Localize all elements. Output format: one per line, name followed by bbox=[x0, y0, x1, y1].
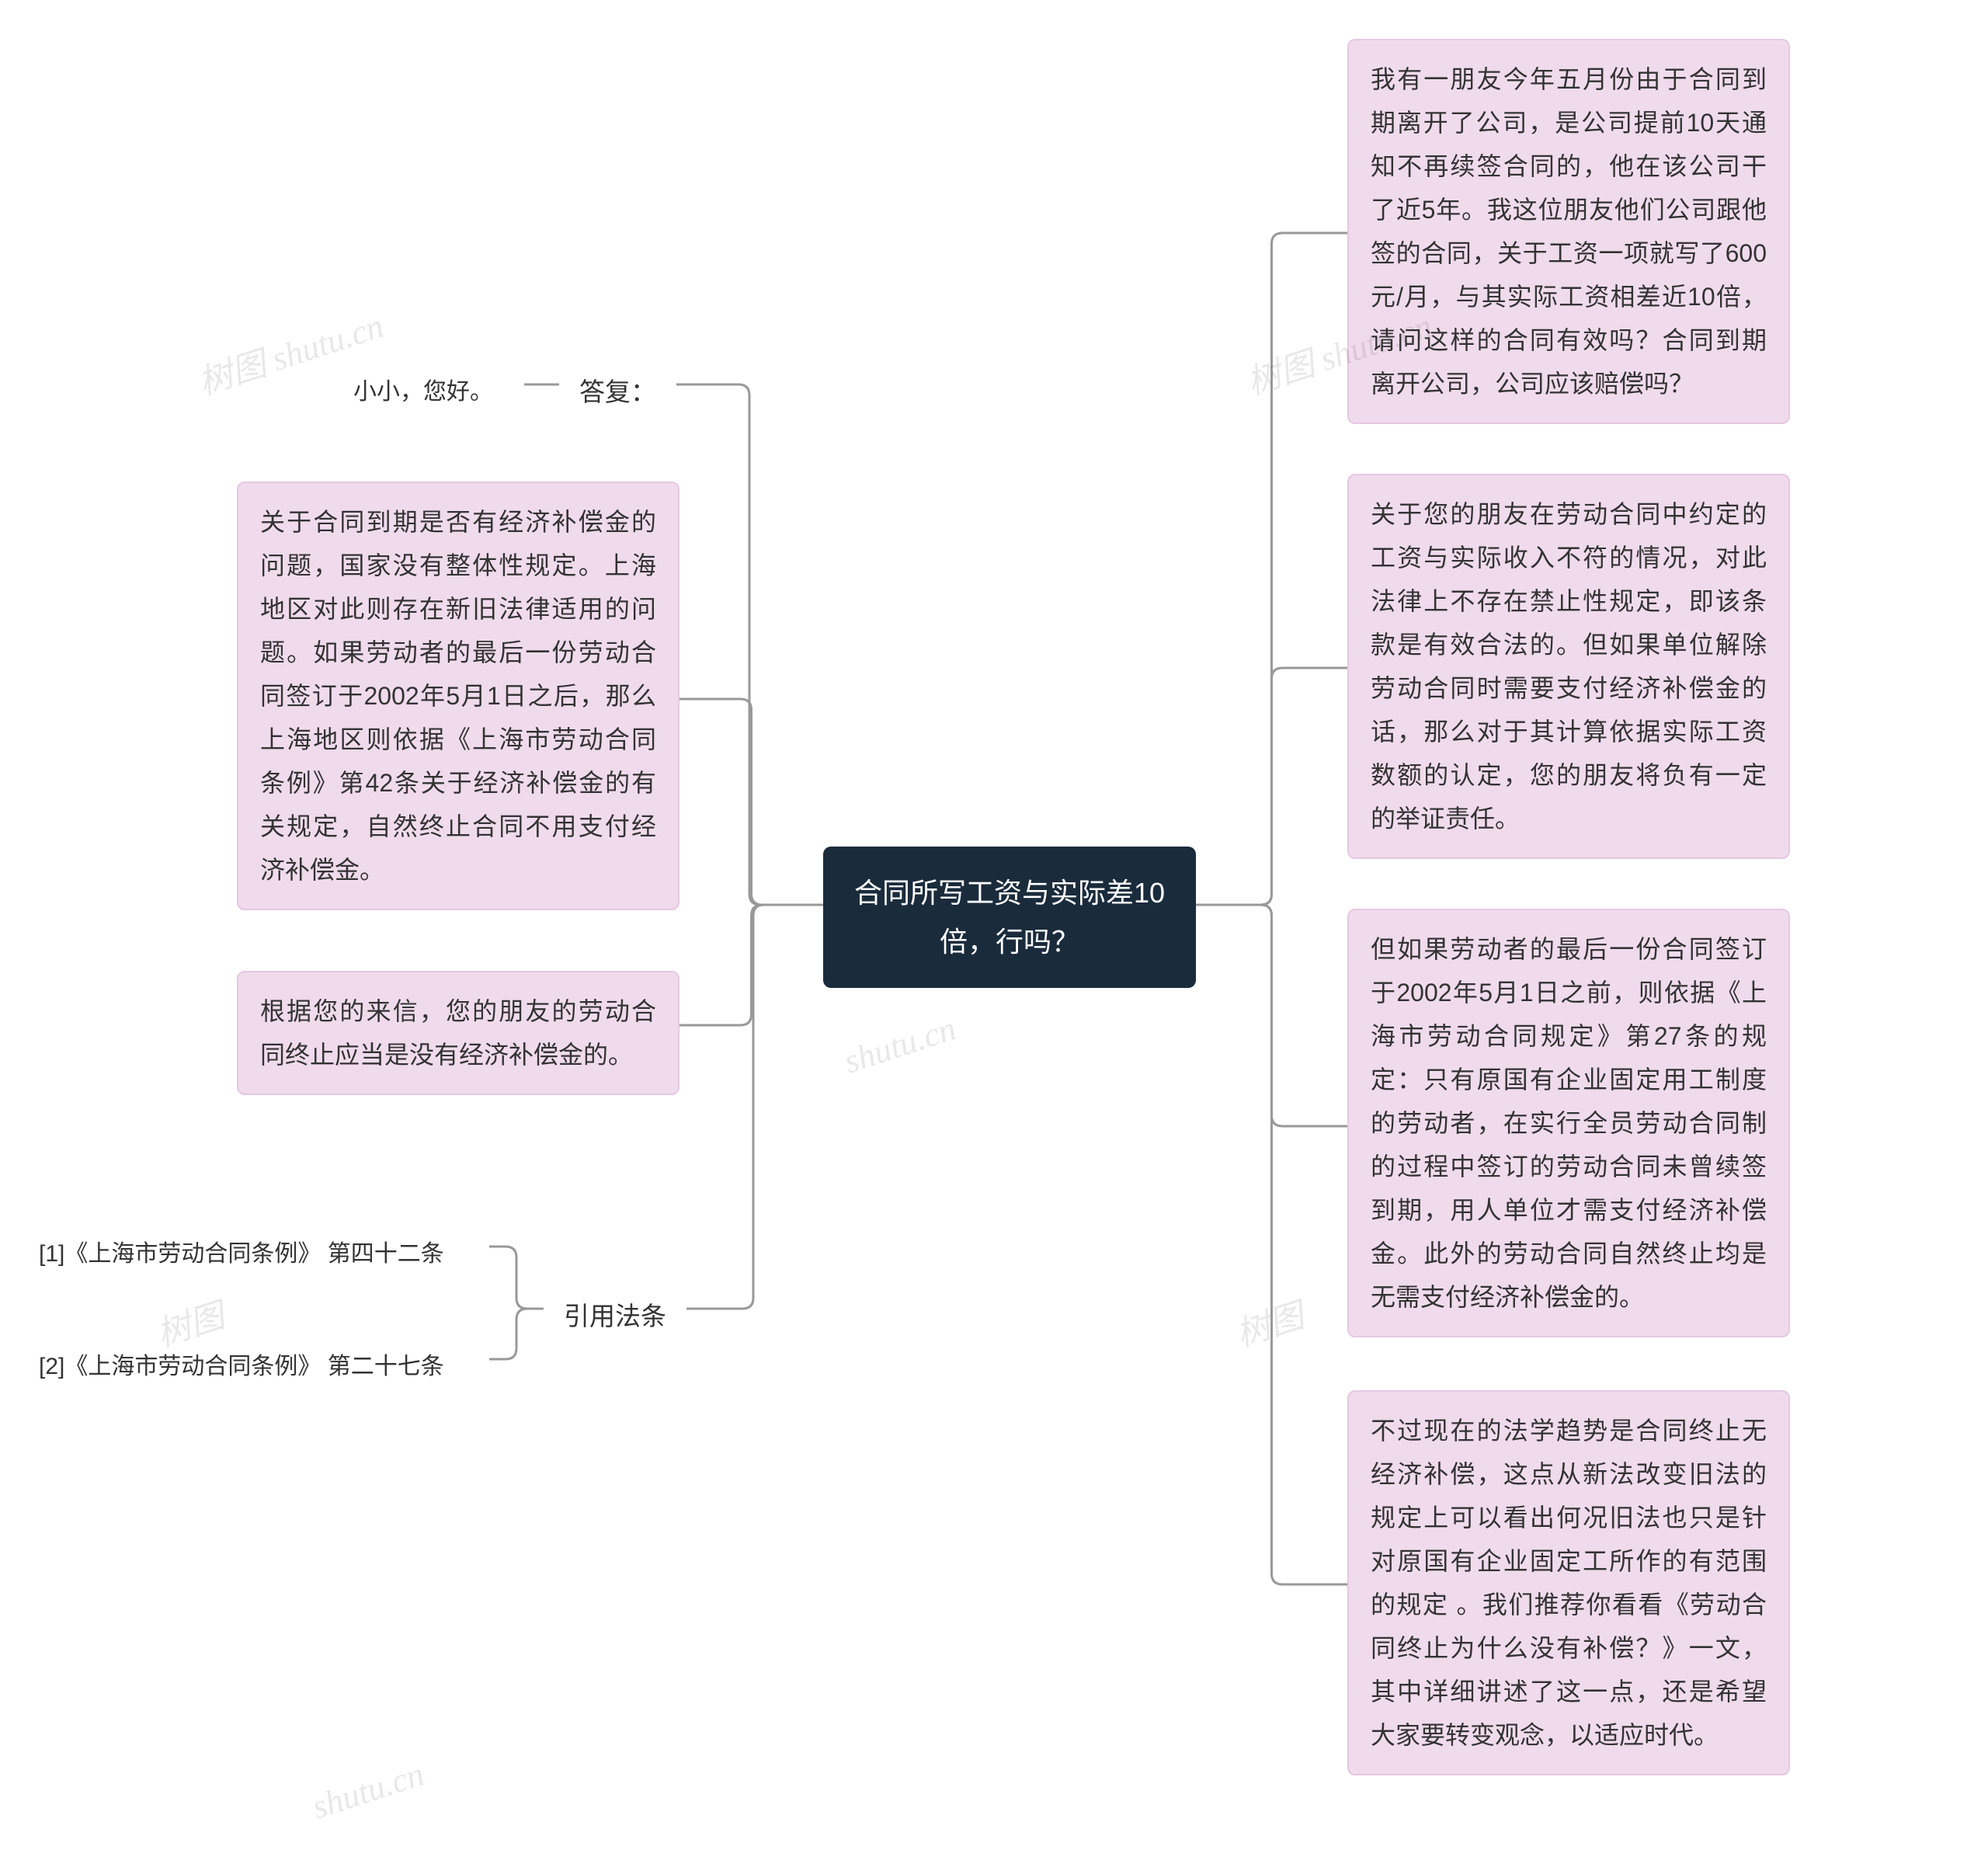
right-node-3[interactable]: 但如果劳动者的最后一份合同签订于2002年5月1日之前，则依据《上海市劳动合同规… bbox=[1347, 909, 1790, 1337]
left-reply-child[interactable]: 小小，您好。 bbox=[346, 361, 501, 424]
right-node-4[interactable]: 不过现在的法学趋势是合同终止无经济补偿，这点从新法改变旧法的规定上可以看出何况旧… bbox=[1347, 1390, 1790, 1775]
left-node-2[interactable]: 关于合同到期是否有经济补偿金的问题，国家没有整体性规定。上海地区对此则存在新旧法… bbox=[237, 482, 679, 910]
left-node-3[interactable]: 根据您的来信，您的朋友的劳动合同终止应当是没有经济补偿金的。 bbox=[237, 971, 679, 1095]
watermark: 树图 bbox=[1229, 1288, 1309, 1356]
left-law-child-2[interactable]: [2]《上海市劳动合同条例》 第二十七条 bbox=[31, 1336, 452, 1399]
watermark: shutu.cn bbox=[308, 1754, 429, 1827]
label-text: 引用法条 bbox=[564, 1302, 666, 1330]
root-text: 合同所写工资与实际差10倍，行吗？ bbox=[854, 877, 1165, 958]
watermark: shutu.cn bbox=[839, 1008, 961, 1081]
right-node-1[interactable]: 我有一朋友今年五月份由于合同到期离开了公司，是公司提前10天通知不再续签合同的，… bbox=[1347, 39, 1790, 424]
mindmap-root[interactable]: 合同所写工资与实际差10倍，行吗？ bbox=[823, 847, 1196, 988]
node-text: [1]《上海市劳动合同条例》 第四十二条 bbox=[39, 1241, 444, 1267]
node-text: 关于您的朋友在劳动合同中约定的工资与实际收入不符的情况，对此法律上不存在禁止性规… bbox=[1371, 500, 1767, 833]
node-text: [2]《上海市劳动合同条例》 第二十七条 bbox=[39, 1354, 444, 1379]
node-text: 小小，您好。 bbox=[353, 379, 493, 405]
node-text: 关于合同到期是否有经济补偿金的问题，国家没有整体性规定。上海地区对此则存在新旧法… bbox=[260, 508, 656, 884]
node-text: 我有一朋友今年五月份由于合同到期离开了公司，是公司提前10天通知不再续签合同的，… bbox=[1371, 65, 1767, 398]
node-text: 但如果劳动者的最后一份合同签订于2002年5月1日之前，则依据《上海市劳动合同规… bbox=[1371, 935, 1767, 1311]
left-label-law[interactable]: 引用法条 bbox=[544, 1281, 686, 1351]
node-text: 不过现在的法学趋势是合同终止无经济补偿，这点从新法改变旧法的规定上可以看出何况旧… bbox=[1371, 1417, 1767, 1749]
left-law-child-1[interactable]: [1]《上海市劳动合同条例》 第四十二条 bbox=[31, 1223, 452, 1286]
node-text: 根据您的来信，您的朋友的劳动合同终止应当是没有经济补偿金的。 bbox=[260, 997, 656, 1069]
label-text: 答复： bbox=[579, 377, 656, 406]
left-label-reply[interactable]: 答复： bbox=[559, 357, 676, 427]
right-node-2[interactable]: 关于您的朋友在劳动合同中约定的工资与实际收入不符的情况，对此法律上不存在禁止性规… bbox=[1347, 474, 1790, 859]
